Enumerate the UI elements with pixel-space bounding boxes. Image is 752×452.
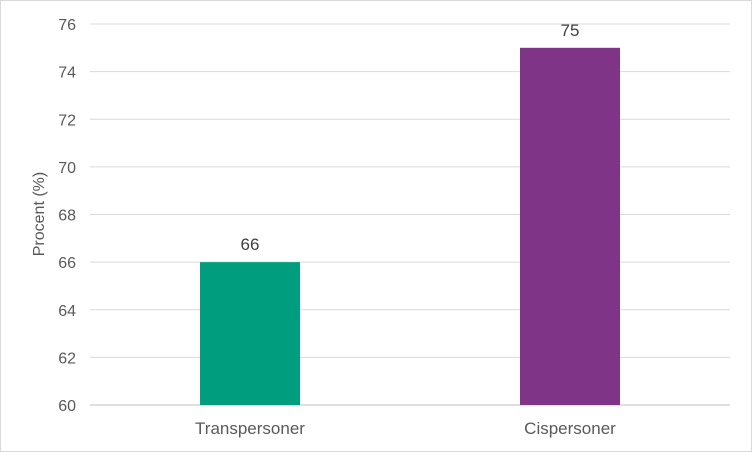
y-tick-label: 68 — [58, 208, 76, 225]
y-tick-label: 70 — [58, 160, 76, 177]
y-axis-ticks: 60 62 64 66 68 70 72 74 76 — [58, 17, 76, 415]
y-tick-label: 62 — [58, 350, 76, 367]
y-tick-label: 72 — [58, 112, 76, 129]
y-axis-title: Procent (%) — [31, 172, 48, 256]
y-tick-label: 64 — [58, 303, 76, 320]
x-category-label: Cispersoner — [524, 419, 616, 438]
bar-cispersoner — [520, 47, 620, 405]
data-labels: 66 75 — [241, 21, 580, 254]
data-label: 75 — [561, 21, 580, 40]
y-tick-label: 66 — [58, 255, 76, 272]
x-axis-categories: Transpersoner Cispersoner — [195, 419, 616, 438]
y-tick-label: 60 — [58, 398, 76, 415]
bars — [200, 47, 620, 405]
x-category-label: Transpersoner — [195, 419, 305, 438]
y-tick-label: 74 — [58, 65, 76, 82]
bar-transpersoner — [200, 262, 300, 405]
data-label: 66 — [241, 235, 260, 254]
y-tick-label: 76 — [58, 17, 76, 34]
gridlines — [90, 23, 730, 406]
